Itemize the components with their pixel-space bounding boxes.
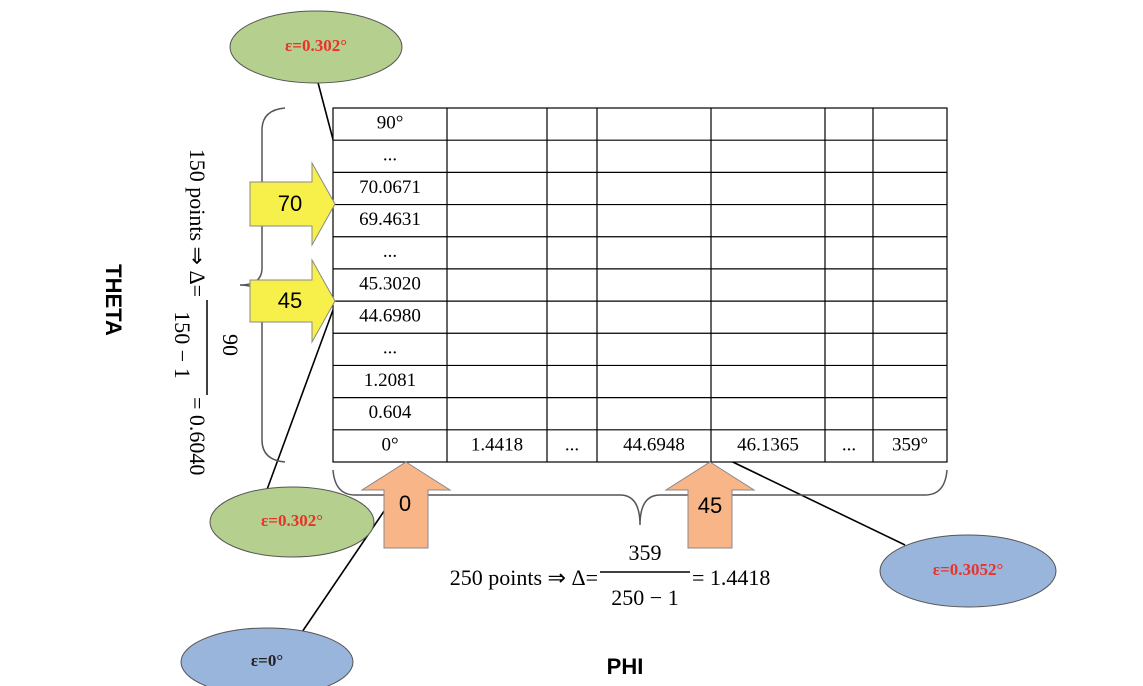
table-cell: ... [383, 338, 397, 359]
table-cell: 0.604 [369, 402, 412, 423]
arrow [249, 258, 336, 344]
arrow [664, 461, 756, 549]
table-cell: 70.0671 [359, 177, 421, 198]
arrow [249, 161, 336, 247]
formula-denominator: 150 − 1 [170, 311, 195, 378]
table-cell: ... [842, 434, 856, 455]
table-cell: 90° [377, 112, 404, 133]
formula-numerator: 90 [218, 334, 243, 356]
ellipse-label: ε=0.302° [261, 511, 323, 530]
table-cell: 359° [892, 434, 928, 455]
table-cell: 1.2081 [364, 370, 416, 391]
ellipse [879, 534, 1057, 608]
table-cell: ... [565, 434, 579, 455]
table-cell: ... [383, 145, 397, 166]
brace [332, 469, 948, 526]
ellipse-label: ε=0.3052° [933, 560, 1004, 579]
formula-text: 250 points ⇒ Δ= [450, 565, 598, 590]
ellipse-label: ε=0° [251, 651, 283, 670]
ellipse [209, 486, 375, 558]
table-cell: 44.6980 [359, 306, 421, 327]
axis-label: PHI [607, 654, 644, 679]
table-cell: 46.1365 [737, 434, 799, 455]
arrow-label: 70 [278, 191, 302, 216]
arrow [360, 461, 452, 549]
formula-denominator: 250 − 1 [611, 585, 678, 610]
table-cell: 1.4418 [471, 434, 523, 455]
formula-text: = 1.4418 [692, 565, 770, 590]
formula-text: = 0.6040 [185, 397, 210, 475]
table-frame [332, 107, 948, 463]
pointer [264, 309, 334, 496]
table-cell: 45.3020 [359, 273, 421, 294]
ellipse [229, 10, 403, 84]
brace [239, 107, 286, 463]
arrow-label: 45 [698, 493, 722, 518]
formula-numerator: 359 [629, 540, 662, 565]
table-cell: 44.6948 [623, 434, 685, 455]
table-cell: 0° [381, 434, 398, 455]
table: 90°... 70.0671 69.4631... 45.3020 44.6980...… [332, 107, 948, 463]
arrow-label: 0 [399, 491, 411, 516]
table-cell: 69.4631 [359, 209, 421, 230]
ellipse-label: ε=0.302° [285, 36, 347, 55]
pointer [299, 494, 396, 636]
axis-label: THETA [101, 264, 126, 336]
theta-formula: 150 points ⇒ Δ= 90 150 − 1 = 0.6040 [170, 149, 243, 476]
formula-text: 150 points ⇒ Δ= [185, 149, 210, 297]
table-cell: ... [383, 241, 397, 262]
arrow-label: 45 [278, 288, 302, 313]
ellipse [180, 627, 354, 686]
pointer [711, 451, 906, 546]
